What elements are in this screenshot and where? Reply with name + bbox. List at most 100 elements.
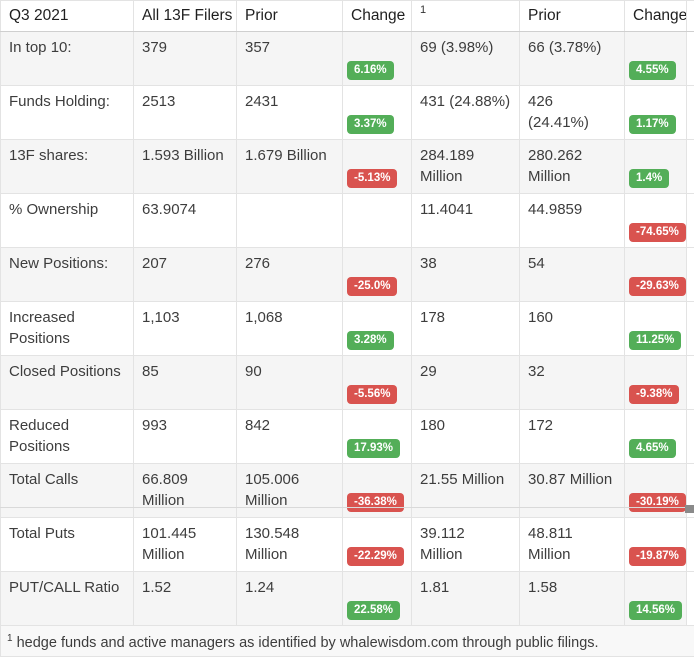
prior2-value-cell: 280.262 Million: [520, 140, 625, 194]
filers-value-cell: 1.593 Billion: [134, 140, 237, 194]
row-label-cell: New Positions:: [1, 248, 134, 302]
change-badge: -5.13%: [347, 169, 397, 188]
hedge-funds-value-cell: 38: [412, 248, 520, 302]
prior2-value-cell: 160: [520, 302, 625, 356]
row-label-cell: 13F shares:: [1, 140, 134, 194]
change-badge: -5.56%: [347, 385, 397, 404]
change-badge: 4.65%: [629, 439, 676, 458]
filers-value-cell: 63.9074: [134, 194, 237, 248]
cutoff-cell: [687, 572, 694, 626]
hedge-funds-value-cell: 29: [412, 356, 520, 410]
prior1-value-cell: 276: [237, 248, 343, 302]
change-badge: 1.17%: [629, 115, 676, 134]
prior1-value-cell: 105.006 Million: [237, 464, 343, 518]
change-badge: 11.25%: [629, 331, 681, 350]
change-badge: -29.63%: [629, 277, 686, 296]
change-badge: 3.37%: [347, 115, 394, 134]
change1-cell: -22.29%: [343, 518, 412, 572]
row-label-cell: Closed Positions: [1, 356, 134, 410]
prior1-value-cell: 842: [237, 410, 343, 464]
cutoff-cell: [687, 356, 694, 410]
change1-cell: 6.16%: [343, 32, 412, 86]
change2-cell: 4.65%: [625, 410, 687, 464]
prior2-value-cell: 48.811 Million: [520, 518, 625, 572]
change2-cell: -29.63%: [625, 248, 687, 302]
scrollbar-thumb[interactable]: [685, 505, 694, 513]
filers-value-cell: 379: [134, 32, 237, 86]
change2-cell: -19.87%: [625, 518, 687, 572]
prior2-value-cell: 32: [520, 356, 625, 410]
prior1-value-cell: 1.679 Billion: [237, 140, 343, 194]
row-label-cell: % Ownership: [1, 194, 134, 248]
change1-cell: 3.28%: [343, 302, 412, 356]
change2-cell: 4.55%: [625, 32, 687, 86]
table-row: Reduced Positions 993 842 17.93% 180 172…: [1, 410, 694, 464]
change2-cell: 14.56%: [625, 572, 687, 626]
prior1-value-cell: 130.548 Million: [237, 518, 343, 572]
hedge-funds-value-cell: 39.112 Million: [412, 518, 520, 572]
change1-cell: [343, 194, 412, 248]
column-header-change-1: Change: [343, 1, 412, 32]
column-header-change-2: Change: [625, 1, 687, 32]
prior1-value-cell: 90: [237, 356, 343, 410]
footnote-cell: 1 hedge funds and active managers as ide…: [1, 626, 694, 657]
change-badge: -9.38%: [629, 385, 679, 404]
column-header-all-13f-filers: All 13F Filers: [134, 1, 237, 32]
hedge-funds-value-cell: 69 (3.98%): [412, 32, 520, 86]
row-label-cell: Total Calls: [1, 464, 134, 518]
table-row: 13F shares: 1.593 Billion 1.679 Billion …: [1, 140, 694, 194]
change1-cell: -25.0%: [343, 248, 412, 302]
filers-value-cell: 207: [134, 248, 237, 302]
change-badge: -74.65%: [629, 223, 686, 242]
row-label-cell: Funds Holding:: [1, 86, 134, 140]
change1-cell: -5.13%: [343, 140, 412, 194]
prior2-value-cell: 30.87 Million: [520, 464, 625, 518]
cutoff-cell: [687, 248, 694, 302]
change1-cell: 17.93%: [343, 410, 412, 464]
hedge-funds-value-cell: 1.81: [412, 572, 520, 626]
prior2-value-cell: 426 (24.41%): [520, 86, 625, 140]
cutoff-cell: [687, 518, 694, 572]
change1-cell: -5.56%: [343, 356, 412, 410]
cutoff-cell: [687, 32, 694, 86]
row-label-cell: Reduced Positions: [1, 410, 134, 464]
scrollbar-track: [0, 507, 694, 508]
change2-cell: -9.38%: [625, 356, 687, 410]
table-row: Total Puts 101.445 Million 130.548 Milli…: [1, 518, 694, 572]
change-badge: 14.56%: [629, 601, 682, 620]
page: { "table": { "columns": [ { "label": "Q3…: [0, 0, 694, 513]
cutoff-cell: [687, 302, 694, 356]
filers-value-cell: 85: [134, 356, 237, 410]
hedge-funds-value-cell: 11.4041: [412, 194, 520, 248]
footnote-text: hedge funds and active managers as ident…: [17, 635, 599, 651]
change2-cell: -30.19%: [625, 464, 687, 518]
column-header-quarter: Q3 2021: [1, 1, 134, 32]
table-body: In top 10: 379 357 6.16% 69 (3.98%) 66 (…: [1, 32, 694, 626]
filers-value-cell: 1,103: [134, 302, 237, 356]
column-header-prior-1: Prior: [237, 1, 343, 32]
change-badge: -25.0%: [347, 277, 397, 296]
row-label-cell: Total Puts: [1, 518, 134, 572]
table-row: Funds Holding: 2513 2431 3.37% 431 (24.8…: [1, 86, 694, 140]
table-row: Total Calls 66.809 Million 105.006 Milli…: [1, 464, 694, 518]
footnote-marker: 1: [7, 633, 13, 644]
prior1-value-cell: 1,068: [237, 302, 343, 356]
prior2-value-cell: 172: [520, 410, 625, 464]
change-badge: 6.16%: [347, 61, 394, 80]
row-label-cell: Increased Positions: [1, 302, 134, 356]
filers-value-cell: 993: [134, 410, 237, 464]
change-badge: -19.87%: [629, 547, 686, 566]
change2-cell: 1.17%: [625, 86, 687, 140]
cutoff-cell: [687, 86, 694, 140]
table-row: In top 10: 379 357 6.16% 69 (3.98%) 66 (…: [1, 32, 694, 86]
change-badge: 17.93%: [347, 439, 400, 458]
change-badge: 22.58%: [347, 601, 400, 620]
change2-cell: 1.4%: [625, 140, 687, 194]
table-row: % Ownership 63.9074 11.4041 44.9859 -74.…: [1, 194, 694, 248]
row-label-cell: PUT/CALL Ratio: [1, 572, 134, 626]
change1-cell: 22.58%: [343, 572, 412, 626]
header-row: Q3 2021 All 13F Filers Prior Change 1 Pr…: [1, 1, 694, 32]
hedge-funds-value-cell: 284.189 Million: [412, 140, 520, 194]
prior2-value-cell: 54: [520, 248, 625, 302]
